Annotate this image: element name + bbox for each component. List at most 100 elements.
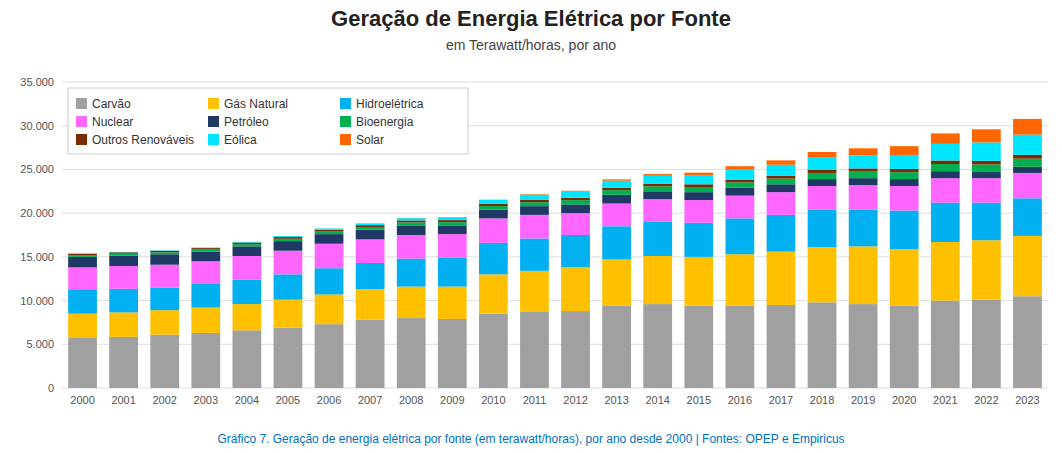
- bar-segment: [397, 220, 426, 222]
- grid-line: [62, 82, 1048, 83]
- x-tick-label: 2022: [974, 394, 998, 406]
- bar-segment: [479, 204, 508, 206]
- bar-segment: [397, 287, 426, 318]
- bar-segment: [561, 198, 590, 200]
- bar-segment: [931, 144, 960, 161]
- series: [68, 198, 1042, 313]
- x-tick-label: 2010: [481, 394, 505, 406]
- x-tick-label: 2016: [728, 394, 752, 406]
- bar-segment: [68, 289, 97, 313]
- bar-segment: [191, 333, 220, 388]
- chart: Geração de Energia Elétrica por Fonteem …: [0, 0, 1062, 453]
- bar-segment: [397, 318, 426, 388]
- bar-segment: [232, 241, 261, 242]
- bar-segment: [191, 261, 220, 284]
- bar-segment: [68, 253, 97, 254]
- bar-segment: [725, 182, 754, 187]
- bar-segment: [725, 180, 754, 183]
- bar-segment: [315, 234, 344, 244]
- bar-segment: [356, 223, 385, 225]
- bar-segment: [274, 236, 303, 237]
- y-tick-label: 20.000: [20, 207, 54, 219]
- bar-segment: [808, 179, 837, 186]
- bar-segment: [561, 235, 590, 267]
- bar-segment: [561, 267, 590, 311]
- legend-swatch: [340, 98, 351, 109]
- x-tick-label: 2000: [70, 394, 94, 406]
- bar-segment: [602, 179, 631, 180]
- bar-segment: [972, 142, 1001, 160]
- bar-segment: [725, 254, 754, 306]
- bar-segment: [397, 218, 426, 220]
- title: Geração de Energia Elétrica por Fonte: [331, 6, 731, 31]
- bar-segment: [315, 230, 344, 232]
- bar-segment: [356, 263, 385, 289]
- bar-segment: [109, 289, 138, 313]
- bar-segment: [315, 324, 344, 388]
- bar-segment: [274, 237, 303, 239]
- legend-swatch: [208, 134, 219, 145]
- bar-segment: [972, 129, 1001, 142]
- bar-segment: [849, 210, 878, 247]
- bar-segment: [520, 194, 549, 196]
- bar-segment: [767, 215, 796, 252]
- caption: Gráfico 7. Geração de energia elétrica p…: [217, 432, 844, 446]
- legend-swatch: [76, 98, 87, 109]
- bar-segment: [520, 215, 549, 239]
- series: [68, 236, 1042, 337]
- bar-segment: [191, 247, 220, 248]
- bar-segment: [849, 246, 878, 304]
- x-tick-label: 2012: [563, 394, 587, 406]
- bar-segment: [109, 254, 138, 256]
- bar-segment: [684, 184, 713, 187]
- bar-segment: [109, 251, 138, 252]
- bar-segment: [520, 206, 549, 215]
- bar-segment: [150, 287, 179, 310]
- bar-segment: [725, 170, 754, 180]
- bar-segment: [520, 312, 549, 388]
- bar-segment: [315, 294, 344, 324]
- bar-segment: [890, 172, 919, 179]
- bar-segment: [849, 155, 878, 168]
- bar-segment: [438, 234, 467, 258]
- x-tick-label: 2013: [604, 394, 628, 406]
- bar-segment: [356, 230, 385, 240]
- bar-segment: [808, 302, 837, 388]
- bar-segment: [1013, 119, 1042, 135]
- x-tick-label: 2014: [645, 394, 669, 406]
- series: [68, 159, 1042, 257]
- legend-entry: Hidroelétrica: [356, 97, 424, 111]
- bar-segment: [479, 199, 508, 200]
- y-tick-label: 5.000: [26, 338, 54, 350]
- bar-segment: [150, 250, 179, 251]
- x-tick-label: 2017: [769, 394, 793, 406]
- legend-entry: Petróleo: [224, 115, 269, 129]
- bar-segment: [191, 284, 220, 308]
- x-tick-label: 2002: [152, 394, 176, 406]
- bar-segment: [808, 247, 837, 302]
- bar-segment: [68, 257, 97, 267]
- bar-segment: [397, 259, 426, 287]
- bar-segment: [232, 330, 261, 388]
- x-tick-label: 2006: [317, 394, 341, 406]
- bar-segment: [520, 202, 549, 206]
- x-tick-label: 2019: [851, 394, 875, 406]
- legend-swatch: [340, 116, 351, 127]
- bar-segment: [274, 300, 303, 328]
- bar-segment: [109, 251, 138, 252]
- x-tick-label: 2015: [687, 394, 711, 406]
- y-tick-label: 0: [48, 382, 54, 394]
- bar-segment: [150, 310, 179, 334]
- bar-segment: [931, 161, 960, 164]
- bar-segment: [356, 289, 385, 320]
- bar-segment: [315, 268, 344, 294]
- bar-segment: [931, 203, 960, 242]
- bar-segment: [767, 184, 796, 192]
- bar-segment: [890, 155, 919, 169]
- bar-segment: [232, 243, 261, 245]
- bar-segment: [232, 280, 261, 304]
- bar-segment: [767, 192, 796, 215]
- x-tick-label: 2008: [399, 394, 423, 406]
- bar-segment: [274, 241, 303, 251]
- x-tick-label: 2020: [892, 394, 916, 406]
